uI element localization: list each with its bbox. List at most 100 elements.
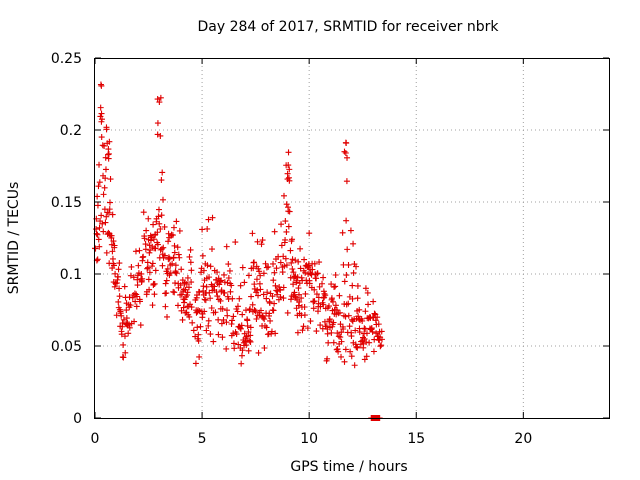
data-point [362, 308, 369, 315]
data-point [111, 283, 118, 290]
data-point [204, 225, 211, 232]
data-point [283, 228, 290, 235]
data-point [314, 270, 321, 277]
grid-lines [95, 58, 609, 418]
y-tick-label: 0.15 [51, 195, 82, 211]
data-point [190, 327, 197, 334]
data-point [363, 353, 370, 360]
data-point [343, 217, 350, 224]
data-point [354, 344, 361, 351]
data-point [301, 303, 308, 310]
data-point [294, 329, 301, 336]
data-point [149, 302, 156, 309]
data-point [335, 348, 342, 355]
data-point [173, 270, 180, 277]
data-point [343, 140, 350, 147]
data-point [370, 298, 377, 305]
data-point [282, 218, 289, 225]
data-point [186, 253, 193, 260]
data-point [245, 347, 252, 354]
data-point [332, 283, 339, 290]
data-point [187, 259, 194, 266]
data-point [332, 302, 339, 309]
data-point [149, 263, 156, 270]
data-point [250, 265, 257, 272]
data-point [286, 208, 293, 215]
data-point [105, 209, 112, 216]
data-point [284, 176, 291, 183]
data-point [279, 269, 286, 276]
data-point [154, 120, 161, 127]
data-point [352, 327, 359, 334]
data-point [132, 248, 139, 255]
data-point [245, 272, 252, 279]
data-point [262, 260, 269, 267]
data-point [368, 325, 375, 332]
data-point [200, 267, 207, 274]
data-point [128, 263, 135, 270]
data-point [98, 110, 105, 117]
data-point [253, 315, 260, 322]
data-point [259, 237, 266, 244]
data-point [260, 270, 267, 277]
data-point [285, 223, 292, 230]
data-point [329, 298, 336, 305]
data-point [284, 170, 291, 177]
data-point [97, 104, 104, 111]
data-point [241, 279, 248, 286]
data-point [192, 360, 199, 367]
data-point [164, 313, 171, 320]
data-point [145, 276, 152, 283]
data-point [156, 220, 163, 227]
data-point [328, 281, 335, 288]
data-point [203, 283, 210, 290]
data-point [100, 191, 107, 198]
data-point [324, 355, 331, 362]
data-point [98, 212, 105, 219]
data-point [282, 236, 289, 243]
data-point [215, 331, 222, 338]
data-point [297, 245, 304, 252]
data-point [350, 269, 357, 276]
data-point [126, 324, 133, 331]
data-point [322, 292, 329, 299]
data-point [258, 241, 265, 248]
data-point [261, 344, 268, 351]
data-point [257, 307, 264, 314]
data-point [172, 280, 179, 287]
data-point [370, 348, 377, 355]
data-point [207, 331, 214, 338]
data-point [151, 291, 158, 298]
plot-frame [94, 58, 610, 419]
data-point [188, 267, 195, 274]
data-point [133, 303, 140, 310]
data-point [161, 223, 168, 230]
data-point [359, 317, 366, 324]
data-point [254, 287, 261, 294]
data-point [219, 334, 226, 341]
data-point [345, 312, 352, 319]
data-point [263, 295, 270, 302]
data-point [317, 322, 324, 329]
data-point [285, 174, 292, 181]
data-point [94, 202, 101, 209]
data-point [307, 318, 314, 325]
data-point [328, 329, 335, 336]
data-point [227, 288, 234, 295]
data-point [170, 224, 177, 231]
data-point [159, 262, 166, 269]
data-point [340, 326, 347, 333]
data-point [253, 276, 260, 283]
data-point [99, 220, 106, 227]
data-point [157, 132, 164, 139]
data-point [247, 305, 254, 312]
data-point [115, 266, 122, 273]
data-point [136, 298, 143, 305]
data-point [244, 322, 251, 329]
data-point [216, 281, 223, 288]
data-point [202, 297, 209, 304]
data-point [144, 265, 151, 272]
data-point [103, 213, 110, 220]
data-point [217, 297, 224, 304]
data-point [144, 259, 151, 266]
